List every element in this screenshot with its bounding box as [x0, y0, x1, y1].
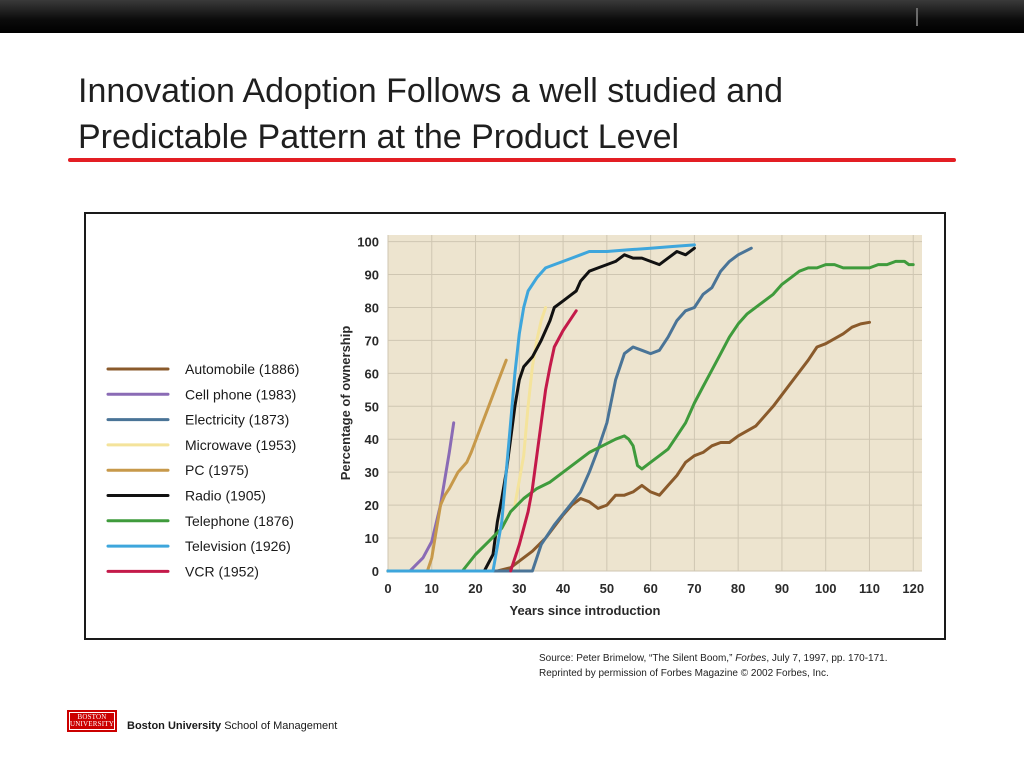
legend-label-television: Television (1926) [185, 538, 291, 554]
legend-label-electricity: Electricity (1873) [185, 412, 289, 428]
slide-title-line-2: Predictable Pattern at the Product Level [78, 118, 680, 156]
y-tick-label: 40 [365, 432, 379, 447]
legend-label-pc: PC (1975) [185, 462, 249, 478]
x-tick-label: 70 [687, 581, 701, 596]
slide-title: Innovation Adoption Follows a well studi… [78, 68, 958, 160]
source-citation: Source: Peter Brimelow, “The Silent Boom… [539, 651, 999, 681]
x-tick-label: 30 [512, 581, 526, 596]
y-tick-label: 30 [365, 465, 379, 480]
x-axis-label: Years since introduction [510, 603, 661, 618]
y-axis-label: Percentage of ownership [338, 326, 353, 481]
logo-line-2: UNIVERSITY [70, 720, 114, 728]
x-tick-label: 80 [731, 581, 745, 596]
logo-line-1: BOSTON [77, 713, 107, 721]
series-line-vcr [509, 309, 578, 573]
x-tick-label: 0 [384, 581, 391, 596]
footer-org-bold: Boston University [127, 720, 222, 732]
y-tick-label: 60 [365, 366, 379, 381]
x-tick-label: 20 [468, 581, 482, 596]
y-tick-label: 0 [372, 564, 379, 579]
source-publication: Forbes [735, 653, 767, 664]
source-line-2: Reprinted by permission of Forbes Magazi… [539, 668, 829, 679]
plot-background [388, 235, 922, 571]
x-tick-label: 60 [643, 581, 657, 596]
slide-title-line-1: Innovation Adoption Follows a well studi… [78, 72, 784, 110]
series-line-telephone [386, 259, 915, 573]
x-tick-label: 120 [902, 581, 924, 596]
series-line-pc [425, 358, 508, 573]
y-tick-label: 20 [365, 498, 379, 513]
legend-label-radio: Radio (1905) [185, 488, 266, 504]
y-tick-label: 100 [357, 235, 379, 250]
footer-org-rest: School of Management [221, 720, 338, 732]
series-line-television [386, 243, 696, 573]
legend-label-microwave: Microwave (1953) [185, 437, 296, 453]
boston-university-logo: BOSTON UNIVERSITY [67, 710, 117, 732]
legend-label-cell: Cell phone (1983) [185, 386, 296, 402]
legend-label-automobile: Automobile (1886) [185, 361, 299, 377]
series-line-microwave [513, 306, 548, 507]
x-tick-label: 90 [775, 581, 789, 596]
footer-organization: Boston University School of Management [127, 720, 337, 732]
legend-label-telephone: Telephone (1876) [185, 513, 294, 529]
y-tick-label: 90 [365, 268, 379, 283]
y-tick-label: 10 [365, 531, 379, 546]
x-tick-label: 110 [859, 581, 880, 596]
x-tick-label: 50 [600, 581, 614, 596]
series-line-electricity [386, 246, 753, 573]
chart-frame: 0 10 20 30 40 50 60 70 80 90 100 110 120 0 10 20 30 40 50 6… [84, 212, 946, 640]
title-underline [68, 158, 956, 162]
y-tick-label: 80 [365, 300, 379, 315]
y-tick-label: 70 [365, 333, 379, 348]
x-tick-label: 10 [425, 581, 439, 596]
x-tick-label: 100 [815, 581, 837, 596]
top-bar-divider [916, 8, 918, 26]
y-tick-label: 50 [365, 399, 379, 414]
x-tick-label: 40 [556, 581, 570, 596]
adoption-line-chart: 0 10 20 30 40 50 60 70 80 90 100 110 120 0 10 20 30 40 50 6… [106, 235, 924, 618]
top-bar [0, 0, 1024, 33]
source-line-1: Source: Peter Brimelow, “The Silent Boom… [539, 653, 888, 664]
legend-label-vcr: VCR (1952) [185, 563, 259, 579]
